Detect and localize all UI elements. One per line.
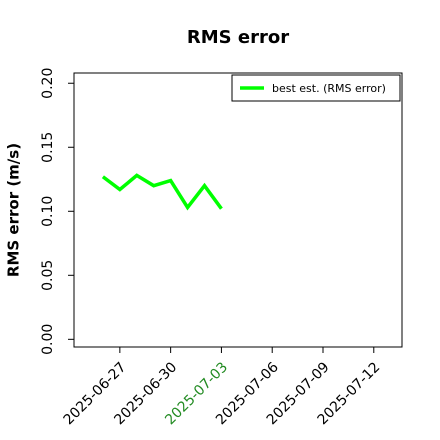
y-tick-label: 0.10 (40, 196, 56, 227)
y-tick-label: 0.15 (40, 132, 56, 163)
y-tick-label: 0.05 (40, 260, 56, 291)
y-tick-label: 0.00 (40, 324, 56, 355)
y-tick-label: 0.20 (40, 68, 56, 99)
y-axis-label: RMS error (m/s) (5, 143, 23, 277)
legend-label: best est. (RMS error) (272, 82, 386, 95)
data-line (101, 173, 223, 211)
chart-title: RMS error (187, 27, 289, 48)
plot-frame (73, 72, 403, 348)
